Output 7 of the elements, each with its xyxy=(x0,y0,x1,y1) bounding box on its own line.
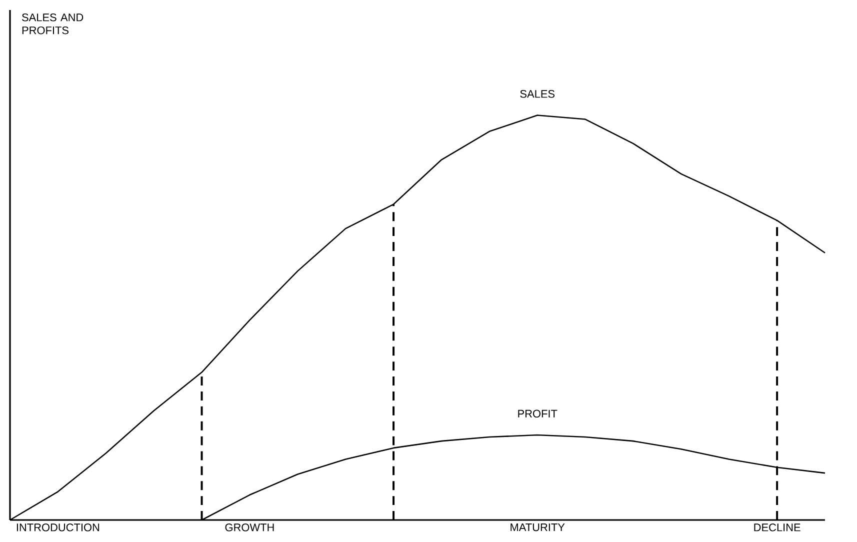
x-tick-label: MATURITY xyxy=(510,524,565,532)
x-tick-label: GROWTH xyxy=(225,524,274,532)
series-label: SALES xyxy=(520,90,555,98)
text: SALES AND PROFITS xyxy=(22,14,84,34)
x-tick-label: INTRODUCTION xyxy=(16,524,100,532)
series-label: PROFIT xyxy=(518,410,558,418)
x-tick-label: DECLINE xyxy=(754,524,800,532)
